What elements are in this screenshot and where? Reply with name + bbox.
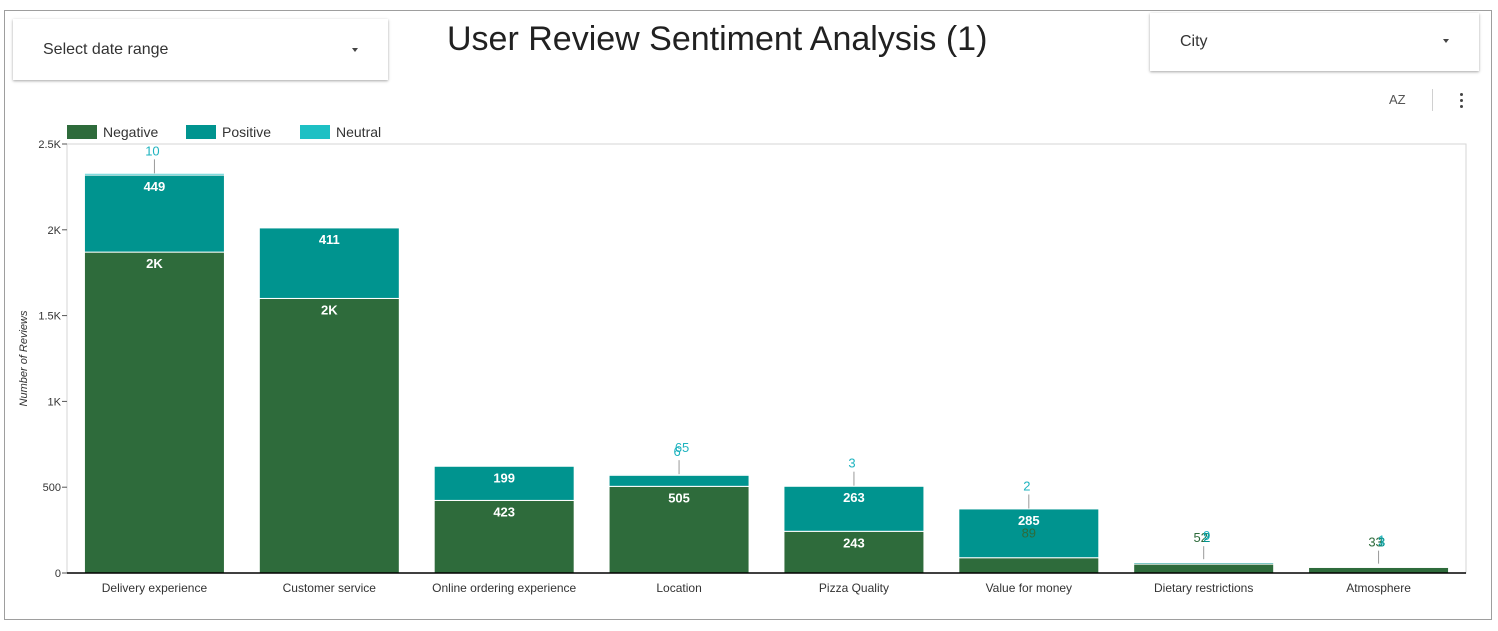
data-label-negative: 505 [668, 490, 690, 505]
data-label-negative: 423 [493, 504, 515, 519]
bar-neutral [783, 485, 925, 487]
x-tick-label: Customer service [283, 581, 377, 595]
date-range-selector[interactable]: Select date range [13, 19, 388, 80]
data-label-positive: 263 [843, 490, 865, 505]
y-tick-label: 0 [55, 568, 61, 580]
legend-label-neutral: Neutral [336, 124, 381, 140]
caret-down-icon [1443, 39, 1449, 43]
bar-neutral [83, 172, 225, 176]
y-axis-label: Number of Reviews [18, 310, 30, 406]
x-tick-label: Pizza Quality [819, 581, 889, 595]
bar-negative [608, 485, 750, 574]
y-tick-label: 500 [43, 482, 61, 494]
data-label-neutral: 3 [1378, 535, 1385, 550]
y-tick-label: 1.5K [38, 311, 61, 323]
bar-neutral [608, 473, 750, 476]
data-label-negative: 2K [321, 302, 338, 317]
city-filter-label: City [1180, 33, 1208, 50]
bar-negative [258, 297, 400, 574]
data-label-positive: 1 [1378, 533, 1385, 548]
data-label-positive: 411 [319, 232, 340, 247]
y-tick-label: 2.5K [38, 139, 61, 151]
data-label-neutral: 2 [1023, 478, 1030, 493]
bar-negative [783, 530, 925, 574]
data-label-neutral: 10 [145, 143, 159, 158]
data-label-neutral: 3 [848, 456, 855, 471]
y-tick-label: 2K [48, 225, 62, 237]
legend-swatch-positive [186, 125, 216, 139]
data-label-negative: 89 [1022, 526, 1036, 541]
bar-positive [258, 227, 400, 299]
bar-positive [608, 474, 750, 487]
data-label-positive: 285 [1018, 513, 1040, 528]
bar-negative [1133, 563, 1275, 574]
legend-swatch-negative [67, 125, 97, 139]
data-label-neutral: 6 [673, 444, 680, 459]
x-tick-label: Value for money [986, 581, 1073, 595]
bar-negative [83, 251, 225, 574]
chart-title: User Review Sentiment Analysis (1) [447, 20, 988, 58]
bar-positive [83, 174, 225, 253]
legend-label-negative: Negative [103, 124, 158, 140]
bar-positive [958, 508, 1100, 559]
data-label-positive: 9 [1203, 528, 1210, 543]
data-label-positive: 199 [493, 470, 515, 485]
x-tick-label: Delivery experience [102, 581, 208, 595]
bar-negative [433, 499, 575, 574]
data-label-positive: 65 [675, 440, 689, 455]
y-tick-label: 1K [48, 396, 62, 408]
bar-negative [958, 557, 1100, 574]
data-label-positive: 449 [144, 179, 166, 194]
data-label-negative: 2K [146, 256, 163, 271]
toolbar-divider [1432, 89, 1433, 111]
data-label-negative: 52 [1193, 530, 1207, 545]
legend-label-positive: Positive [222, 124, 271, 140]
bar-negative [1308, 566, 1450, 574]
bar-positive [433, 465, 575, 501]
data-label-negative: 243 [843, 535, 865, 550]
caret-down-icon [352, 48, 358, 52]
bar-neutral [1308, 566, 1450, 568]
x-tick-label: Location [656, 581, 701, 595]
bar-positive [783, 485, 925, 532]
data-label-negative: 33 [1368, 535, 1382, 550]
data-label-neutral: 2 [1203, 530, 1210, 545]
x-tick-label: Online ordering experience [432, 581, 576, 595]
date-range-label: Select date range [43, 40, 169, 58]
x-tick-label: Dietary restrictions [1154, 581, 1253, 595]
x-tick-label: Atmosphere [1346, 581, 1411, 595]
city-filter-selector[interactable]: City [1150, 13, 1479, 71]
more-options-icon[interactable] [1456, 91, 1468, 111]
legend-swatch-neutral [300, 125, 330, 139]
sort-az-icon[interactable]: AZ [1389, 92, 1406, 107]
